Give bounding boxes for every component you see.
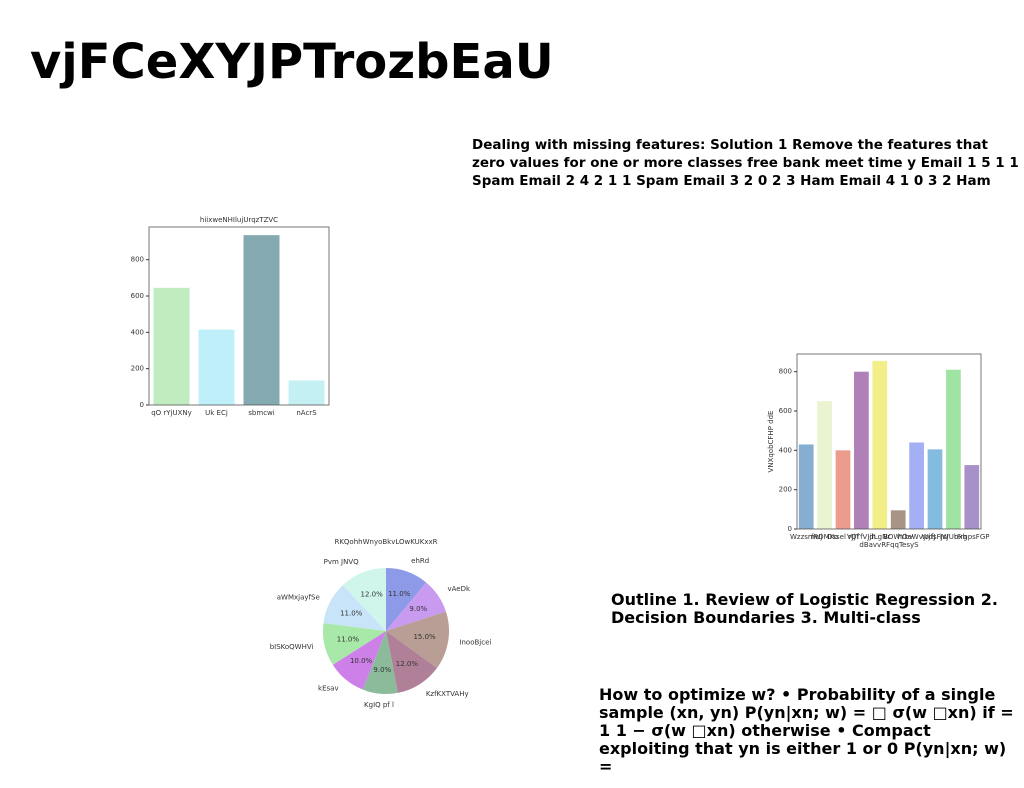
bar bbox=[854, 371, 869, 529]
slice-label: Pvm JNVQ bbox=[324, 558, 359, 566]
x-tick-label: fRDMKo bbox=[811, 533, 838, 541]
slice-value-label: 12.0% bbox=[360, 591, 383, 599]
pie-slice bbox=[386, 582, 446, 631]
y-tick-label: 400 bbox=[131, 328, 144, 336]
slice-label: KzfKXTVAHy bbox=[426, 690, 469, 698]
x-tick-label: Uk ECj bbox=[205, 409, 228, 417]
slice-label: bISKoQWHVi bbox=[270, 643, 314, 651]
x-tick-label: hOeWvyxfJ bbox=[898, 533, 936, 541]
plot-frame bbox=[796, 353, 982, 530]
bar bbox=[288, 380, 325, 405]
pie-slice bbox=[386, 568, 427, 631]
bar bbox=[872, 360, 888, 529]
y-tick-label: 800 bbox=[131, 256, 144, 264]
x-tick-label: VJjTfVJjh bbox=[847, 533, 876, 541]
text-block: Dealing with missing features: Solution … bbox=[472, 137, 1019, 189]
bar bbox=[964, 465, 980, 529]
y-tick-label: 0 bbox=[788, 525, 792, 533]
y-axis-label: VNXqobCFHP ddE bbox=[767, 411, 775, 473]
slice-value-label: 9.0% bbox=[409, 605, 427, 613]
pie-slice bbox=[323, 623, 386, 665]
y-tick-label: 200 bbox=[131, 365, 144, 373]
bar bbox=[153, 287, 190, 405]
pie-slice bbox=[342, 568, 386, 631]
bar bbox=[243, 235, 280, 405]
x-tick-label: dLgNr bbox=[869, 533, 890, 541]
slice-label: KgIQ pf l bbox=[364, 701, 394, 709]
pie-slice bbox=[386, 631, 437, 693]
chart-title: hiixweNHIlujUrqzTZVC bbox=[200, 216, 278, 224]
x-tick-label: sbmcwi bbox=[248, 409, 274, 417]
bar bbox=[890, 510, 906, 529]
pie-slice bbox=[323, 585, 386, 631]
slice-label: InooBjcei bbox=[459, 639, 491, 647]
y-tick-label: 0 bbox=[140, 401, 144, 409]
bar bbox=[798, 444, 814, 529]
x-tick-label: WjfsFJsJ bbox=[922, 533, 949, 541]
x-tick-label: iWUbxh bbox=[940, 533, 967, 541]
x-tick-label: nAcrS bbox=[296, 409, 317, 417]
bar bbox=[946, 369, 961, 529]
slice-label: kEsav bbox=[318, 684, 339, 692]
pie-slice bbox=[332, 631, 386, 690]
x-tick-label: qO rYjUXNy bbox=[151, 409, 192, 417]
text-block: Outline 1. Review of Logistic Regression… bbox=[611, 590, 998, 627]
bar bbox=[198, 329, 235, 405]
x-axis-label: dBavvRFqqTesyS bbox=[859, 541, 919, 549]
text-block: How to optimize w? • Probability of a si… bbox=[599, 685, 1014, 776]
slice-value-label: 15.0% bbox=[413, 633, 436, 641]
y-tick-label: 600 bbox=[779, 407, 792, 415]
slice-value-label: 12.0% bbox=[396, 660, 419, 668]
slice-value-label: 10.0% bbox=[350, 657, 373, 665]
bar bbox=[817, 401, 832, 529]
bar bbox=[909, 442, 924, 529]
slice-label: aWMxjayfSe bbox=[277, 593, 320, 601]
x-tick-label: Dssel rOf bbox=[827, 533, 860, 541]
bar bbox=[835, 450, 851, 529]
x-tick-label: BOWYbv bbox=[883, 533, 913, 541]
y-tick-label: 600 bbox=[131, 292, 144, 300]
bar bbox=[927, 449, 943, 529]
x-tick-label: Wzzsmwj bbox=[790, 533, 822, 541]
slice-value-label: 11.0% bbox=[340, 609, 363, 617]
y-tick-label: 800 bbox=[779, 368, 792, 376]
slice-value-label: 11.0% bbox=[388, 590, 411, 598]
pie-slice bbox=[362, 631, 398, 695]
plot-frame bbox=[148, 226, 330, 406]
chart-title: RKQohhWnyoBkvLOwKUKxxR bbox=[334, 538, 437, 546]
pie-slice bbox=[386, 611, 449, 669]
y-tick-label: 400 bbox=[779, 446, 792, 454]
slice-label: vAeDk bbox=[447, 585, 471, 593]
x-tick-label: rFrgpsFGP bbox=[954, 533, 989, 541]
slice-value-label: 11.0% bbox=[337, 636, 360, 644]
slice-value-label: 9.0% bbox=[373, 666, 391, 674]
slide-title: vjFCeXYJPTrozbEaU bbox=[30, 34, 554, 90]
y-tick-label: 200 bbox=[779, 486, 792, 494]
slice-label: ehRd bbox=[411, 557, 429, 565]
